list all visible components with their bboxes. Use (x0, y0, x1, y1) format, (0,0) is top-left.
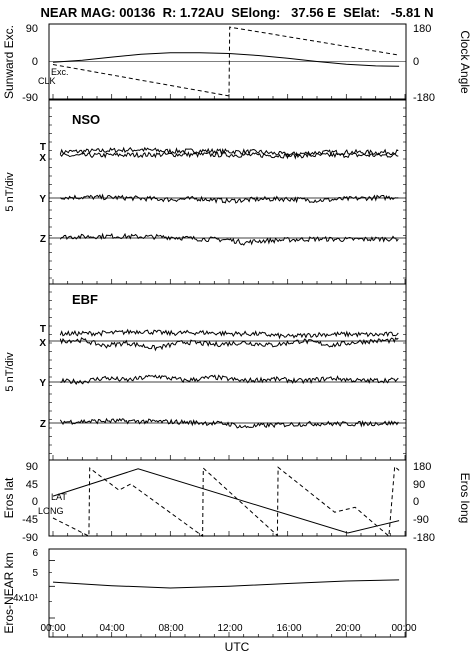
distance-tick-label: 6 (32, 548, 38, 559)
time-tick-label: 04:00 (99, 623, 124, 634)
eros-series-group (52, 465, 400, 538)
eros-long-tick: -90 (413, 514, 429, 526)
distance-tick-label: 5 (32, 568, 38, 579)
eros-long-axis-label: Eros long (458, 473, 472, 524)
eros-long-tick: 0 (413, 496, 419, 508)
clk-series-label: CLK (38, 76, 56, 86)
eros-lat-axis-label: Eros lat (2, 477, 16, 518)
nso-panel-label: NSO (72, 112, 100, 127)
eros-lat-tick: 45 (26, 479, 38, 491)
long-series-line (52, 465, 400, 538)
lat-series-line (52, 468, 400, 534)
exc-series-label: Exc. (51, 67, 69, 77)
series-y-label: Y (39, 194, 46, 205)
series-t-trace (59, 146, 399, 158)
angles-panel: 90 0 -90 180 0 -180 Sunward Exc. Clock A… (2, 23, 472, 104)
nso-panel-frame (48, 99, 407, 285)
series-x-label: X (39, 153, 46, 164)
ebf-panel-label: EBF (72, 292, 98, 307)
series-z-label: Z (40, 419, 46, 430)
angles-right-tick: -180 (413, 92, 435, 104)
clock-angle-axis-label: Clock Angle (458, 30, 472, 94)
angles-left-tick: 0 (32, 56, 38, 68)
sunward-exc-axis-label: Sunward Exc. (2, 25, 16, 99)
series-z-label: Z (40, 234, 46, 245)
series-y-label: Y (39, 378, 46, 389)
series-y-trace (59, 193, 399, 204)
eros-lat-tick: -90 (22, 532, 38, 544)
eros-long-tick: 180 (413, 461, 431, 473)
nso-panel: NSO 5 nT/div TX Y Z (4, 99, 407, 285)
series-z-trace (59, 417, 399, 429)
eros-lat-tick: 0 (32, 496, 38, 508)
time-tick-label: 08:00 (158, 623, 183, 634)
angles-right-tick: 0 (413, 56, 419, 68)
eros-lat-tick: 90 (26, 461, 38, 473)
ebf-tick-marks (49, 291, 406, 454)
series-t-label: T (40, 324, 46, 335)
time-tick-label: 00:00 (40, 623, 65, 634)
eros-lat-tick: -45 (22, 514, 38, 526)
eros-long-tick: 90 (413, 479, 425, 491)
ebf-axis-label: 5 nT/div (4, 352, 16, 392)
ebf-series-group: TX Y Z (39, 324, 406, 430)
angles-series-group (52, 26, 400, 97)
distance-panel: 6 5 4x10¹ Eros-NEAR km (2, 548, 407, 638)
nso-series-group: TX Y Z (39, 142, 406, 246)
series-x-label: X (39, 338, 46, 349)
nso-tick-marks (49, 107, 406, 279)
series-t-trace (59, 328, 399, 340)
distance-tick-label: 4x10¹ (13, 593, 39, 604)
distance-panel-frame (48, 548, 407, 638)
time-tick-label: 12:00 (217, 623, 242, 634)
ebf-panel-frame (48, 283, 407, 461)
series-x-trace (59, 337, 399, 352)
series-y-trace (60, 374, 399, 385)
distance-series-line (52, 579, 400, 589)
nso-axis-label: 5 nT/div (4, 172, 16, 212)
angles-right-tick: 180 (413, 23, 431, 35)
time-axis (52, 94, 406, 637)
series-z-trace (59, 232, 399, 246)
figure-title: NEAR MAG: 00136 R: 1.72AU SElong: 37.56 … (40, 5, 433, 20)
exc-series-line (52, 52, 400, 67)
distance-axis-label: Eros-NEAR km (2, 552, 16, 633)
time-tick-label: 16:00 (276, 623, 301, 634)
angles-left-tick: -90 (22, 92, 38, 104)
lat-series-label: LAT (51, 492, 67, 502)
time-tick-label: 20:00 (335, 623, 360, 634)
clk-series-line (52, 26, 400, 97)
time-axis-label: UTC (225, 640, 250, 654)
eros-long-tick: -180 (413, 532, 435, 544)
series-t-label: T (40, 142, 46, 153)
ebf-panel: EBF 5 nT/div TX Y Z (4, 283, 407, 461)
series-x-trace (59, 151, 399, 160)
distance-series-group (49, 548, 400, 626)
eros-position-panel: 90 45 0 -45 -90 180 90 0 -90 -180 Eros l… (2, 459, 472, 544)
long-series-label: LONG (38, 506, 64, 516)
time-tick-label: 00:00 (391, 623, 416, 634)
angles-left-tick: 90 (26, 23, 38, 35)
eros-position-panel-frame (48, 459, 407, 537)
